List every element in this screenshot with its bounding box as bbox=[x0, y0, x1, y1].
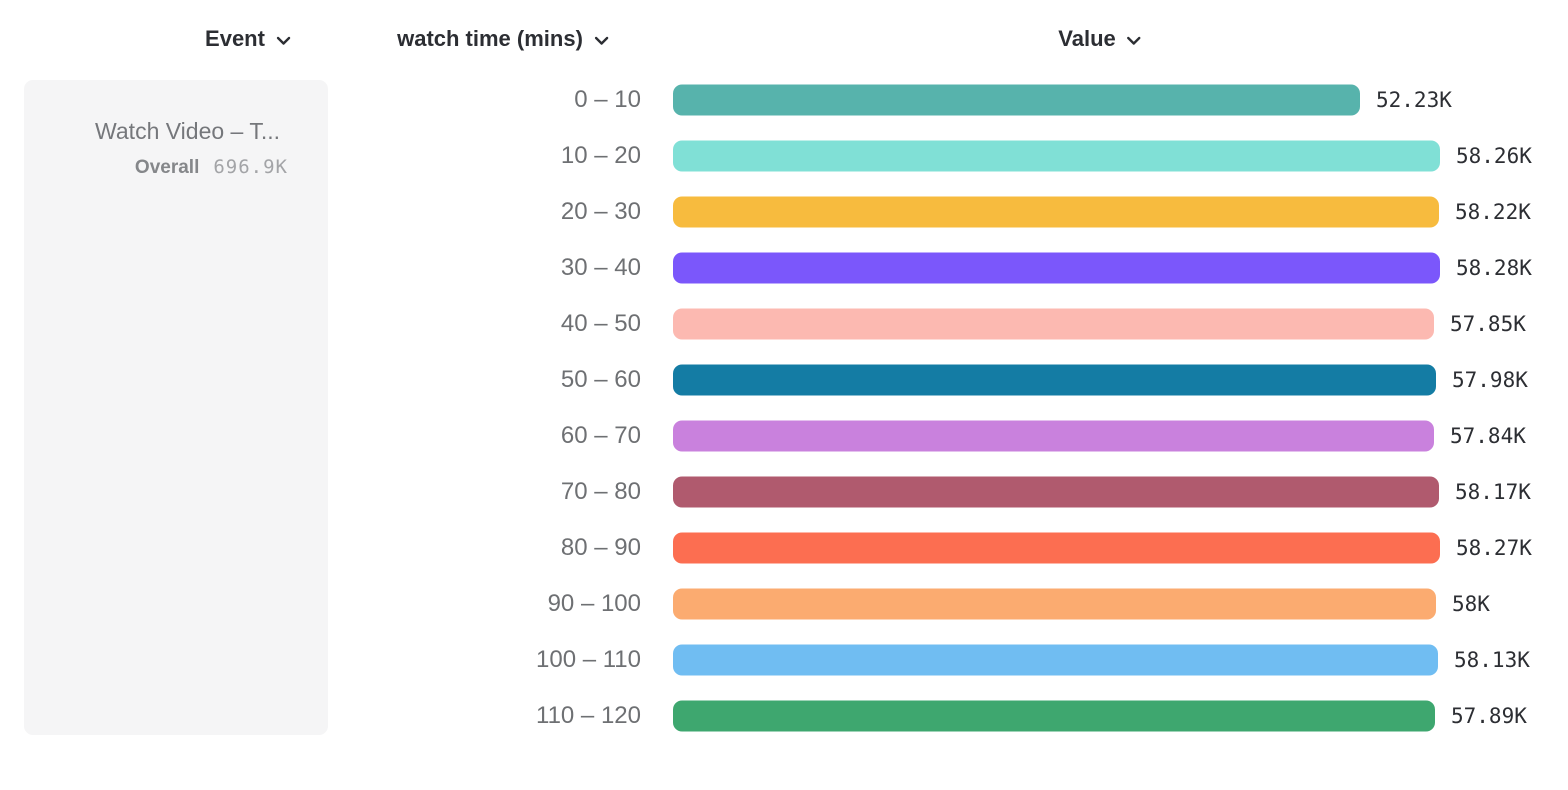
value-label: 58.17K bbox=[1455, 480, 1531, 504]
category-label: 80 – 90 bbox=[560, 534, 641, 561]
value-label: 57.84K bbox=[1450, 424, 1526, 448]
category-label: 20 – 30 bbox=[560, 198, 641, 225]
chart-row: 50 – 60 57.98K bbox=[0, 352, 1568, 408]
event-overall-row: Overall 696.9K bbox=[135, 156, 288, 179]
bar[interactable] bbox=[673, 476, 1439, 508]
event-name: Watch Video – T... bbox=[95, 118, 280, 144]
bar[interactable] bbox=[673, 364, 1436, 396]
chart-row: 70 – 80 58.17K bbox=[0, 464, 1568, 520]
column-header-value-label: Value bbox=[1058, 26, 1116, 51]
bar[interactable] bbox=[673, 588, 1436, 620]
value-label: 58.22K bbox=[1455, 200, 1531, 224]
category-label: 10 – 20 bbox=[560, 142, 641, 169]
chart-row: 20 – 30 58.22K bbox=[0, 184, 1568, 240]
bar-chart: 0 – 10 52.23K 10 – 20 58.26K 20 – 30 58.22K 30… bbox=[0, 72, 1568, 752]
chart-row: 40 – 50 57.85K bbox=[0, 296, 1568, 352]
value-label: 58.28K bbox=[1456, 256, 1532, 280]
chevron-down-icon bbox=[594, 36, 609, 46]
chart-row: 90 – 100 58K bbox=[0, 576, 1568, 632]
column-header-value[interactable]: Value bbox=[1058, 26, 1141, 52]
chart-row: 80 – 90 58.27K bbox=[0, 520, 1568, 576]
value-label: 58.13K bbox=[1454, 648, 1530, 672]
chart-row: 110 – 120 57.89K bbox=[0, 688, 1568, 744]
chart-row: 0 – 10 52.23K bbox=[0, 72, 1568, 128]
column-header-breakdown-label: watch time (mins) bbox=[397, 26, 583, 51]
value-label: 57.89K bbox=[1451, 704, 1527, 728]
bar[interactable] bbox=[673, 140, 1440, 172]
bar[interactable] bbox=[673, 308, 1434, 340]
category-label: 110 – 120 bbox=[536, 702, 641, 729]
category-label: 50 – 60 bbox=[560, 366, 641, 393]
chart-row: 60 – 70 57.84K bbox=[0, 408, 1568, 464]
bar[interactable] bbox=[673, 252, 1440, 284]
event-panel: Watch Video – T... Overall 696.9K bbox=[24, 80, 328, 735]
overall-label: Overall bbox=[134, 157, 200, 178]
column-header-event-label: Event bbox=[205, 26, 265, 51]
value-label: 58.27K bbox=[1456, 536, 1532, 560]
bar[interactable] bbox=[673, 644, 1438, 676]
category-label: 70 – 80 bbox=[560, 478, 641, 505]
category-label: 90 – 100 bbox=[547, 590, 641, 617]
value-label: 58.26K bbox=[1456, 144, 1532, 168]
category-label: 0 – 10 bbox=[574, 86, 641, 113]
bar[interactable] bbox=[673, 84, 1360, 116]
column-header-event[interactable]: Event bbox=[205, 26, 291, 52]
bar[interactable] bbox=[673, 196, 1439, 228]
value-label: 57.85K bbox=[1450, 312, 1526, 336]
chart-row: 100 – 110 58.13K bbox=[0, 632, 1568, 688]
bar[interactable] bbox=[673, 700, 1435, 732]
chart-row: 30 – 40 58.28K bbox=[0, 240, 1568, 296]
chart-row: 10 – 20 58.26K bbox=[0, 128, 1568, 184]
value-label: 57.98K bbox=[1452, 368, 1528, 392]
value-label: 58K bbox=[1452, 592, 1490, 616]
chevron-down-icon bbox=[1127, 36, 1142, 46]
bar[interactable] bbox=[673, 532, 1440, 564]
overall-value: 696.9K bbox=[213, 156, 288, 178]
column-header-breakdown[interactable]: watch time (mins) bbox=[397, 26, 609, 52]
category-label: 60 – 70 bbox=[560, 422, 641, 449]
category-label: 30 – 40 bbox=[560, 254, 641, 281]
category-label: 40 – 50 bbox=[560, 310, 641, 337]
chevron-down-icon bbox=[276, 36, 291, 46]
value-label: 52.23K bbox=[1376, 88, 1452, 112]
category-label: 100 – 110 bbox=[536, 646, 641, 673]
bar[interactable] bbox=[673, 420, 1434, 452]
